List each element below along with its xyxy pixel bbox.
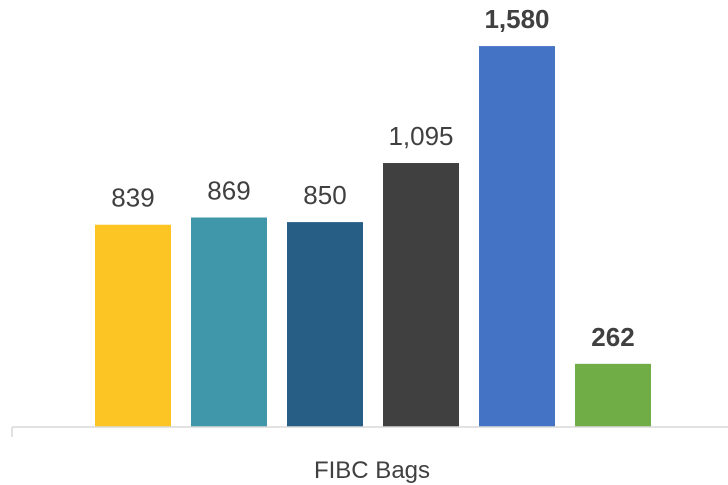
bar-2 bbox=[191, 217, 267, 427]
data-label-2: 869 bbox=[207, 176, 250, 206]
data-label-5: 1,580 bbox=[484, 4, 549, 34]
bar-4 bbox=[383, 163, 459, 427]
data-label-1: 839 bbox=[111, 183, 154, 213]
bar-5 bbox=[479, 46, 555, 427]
data-labels-group: 839 869 850 1,095 1,580 262 bbox=[111, 4, 634, 352]
data-label-6: 262 bbox=[591, 322, 634, 352]
category-label: FIBC Bags bbox=[314, 457, 430, 484]
bar-3 bbox=[287, 222, 363, 427]
bar-6 bbox=[575, 363, 651, 427]
bars-group bbox=[95, 46, 651, 427]
data-label-3: 850 bbox=[303, 180, 346, 210]
data-label-4: 1,095 bbox=[388, 121, 453, 151]
bar-1 bbox=[95, 224, 171, 427]
